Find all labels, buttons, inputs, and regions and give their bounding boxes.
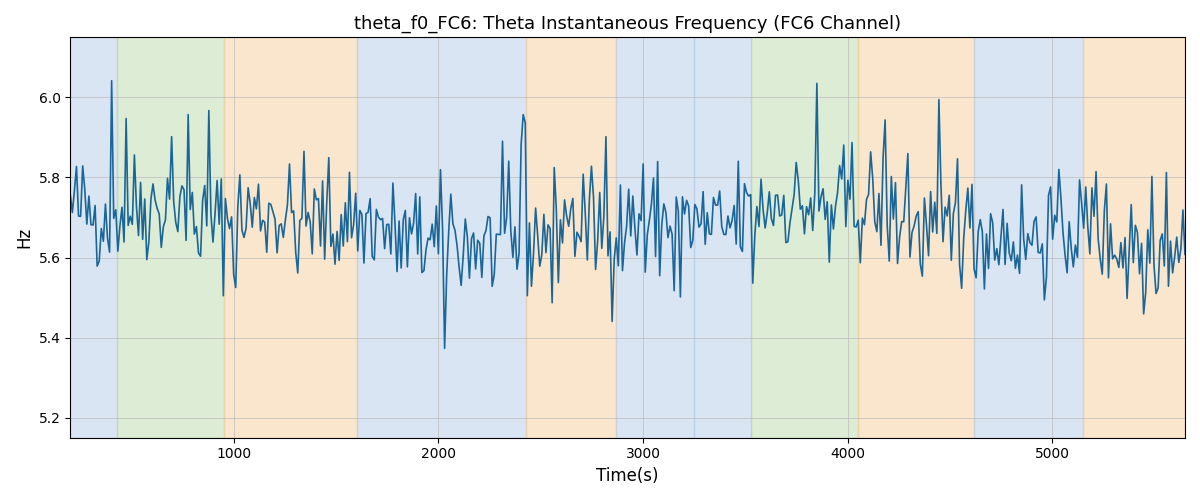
Bar [223, 38, 356, 438]
Bar [974, 38, 1082, 438]
Bar [71, 38, 118, 438]
Title: theta_f0_FC6: Theta Instantaneous Frequency (FC6 Channel): theta_f0_FC6: Theta Instantaneous Freque… [354, 15, 901, 34]
Bar [1082, 38, 1186, 438]
Y-axis label: Hz: Hz [16, 227, 34, 248]
Bar [527, 38, 617, 438]
Bar [356, 38, 527, 438]
Bar [118, 38, 223, 438]
X-axis label: Time(s): Time(s) [596, 467, 659, 485]
Bar [751, 38, 858, 438]
Bar [858, 38, 974, 438]
Bar [617, 38, 694, 438]
Bar [694, 38, 751, 438]
